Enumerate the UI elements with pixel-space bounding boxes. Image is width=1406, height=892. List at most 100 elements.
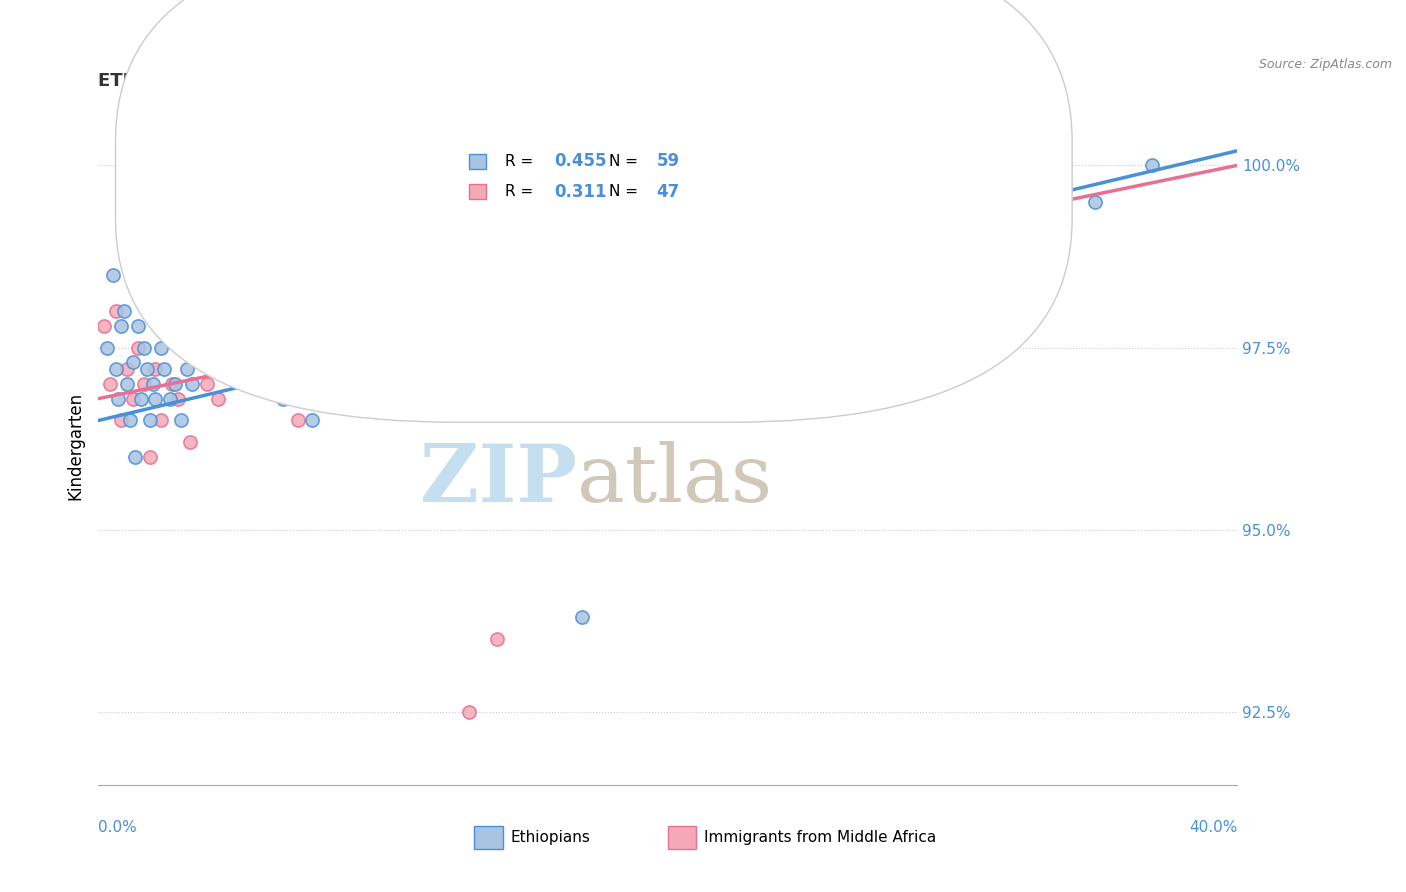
Point [224, 341, 246, 355]
Point [828, 268, 851, 282]
Point [112, 304, 135, 318]
Point [371, 341, 394, 355]
Point [124, 450, 146, 464]
Point [195, 318, 218, 333]
Point [259, 304, 281, 318]
Bar [468, 153, 486, 169]
Point [714, 268, 737, 282]
Bar [668, 826, 696, 849]
Point [571, 610, 593, 624]
Text: 0.311: 0.311 [554, 183, 606, 201]
Point [176, 362, 198, 376]
Point [486, 289, 509, 303]
Bar [474, 826, 503, 849]
Point [628, 268, 651, 282]
Point [179, 435, 201, 450]
Point [101, 268, 124, 282]
Point [141, 377, 163, 392]
Point [301, 413, 323, 427]
Point [118, 413, 141, 427]
FancyBboxPatch shape [115, 0, 1073, 422]
Point [942, 194, 965, 209]
Point [259, 318, 281, 333]
Point [571, 289, 593, 303]
Point [115, 377, 138, 392]
Point [145, 362, 167, 376]
Point [343, 341, 366, 355]
Point [159, 392, 181, 406]
Text: R =: R = [505, 153, 538, 169]
Point [657, 289, 679, 303]
Point [884, 245, 907, 260]
Point [127, 341, 149, 355]
Point [153, 362, 176, 376]
Point [515, 304, 537, 318]
Point [243, 362, 266, 376]
Point [912, 217, 935, 231]
Point [167, 392, 190, 406]
Point [799, 245, 821, 260]
Point [714, 245, 737, 260]
Point [145, 392, 167, 406]
Point [150, 341, 173, 355]
Point [401, 362, 423, 376]
Point [828, 217, 851, 231]
Text: N =: N = [609, 153, 643, 169]
Point [343, 377, 366, 392]
Point [207, 392, 229, 406]
Point [543, 318, 565, 333]
Point [195, 377, 218, 392]
Point [165, 377, 187, 392]
Text: Source: ZipAtlas.com: Source: ZipAtlas.com [1258, 58, 1392, 71]
Point [742, 289, 765, 303]
Point [187, 341, 209, 355]
Point [156, 318, 179, 333]
Text: Immigrants from Middle Africa: Immigrants from Middle Africa [704, 830, 936, 845]
Point [685, 268, 707, 282]
Point [110, 413, 132, 427]
Point [1140, 158, 1163, 172]
Point [799, 231, 821, 245]
Point [104, 304, 127, 318]
Point [170, 413, 193, 427]
Point [121, 355, 143, 369]
Point [96, 341, 118, 355]
Point [132, 377, 155, 392]
Point [457, 341, 479, 355]
Point [215, 362, 238, 376]
Point [600, 304, 623, 318]
Point [181, 377, 204, 392]
Text: 0.455: 0.455 [554, 153, 606, 170]
Point [127, 318, 149, 333]
Point [287, 362, 309, 376]
Point [98, 377, 121, 392]
Point [912, 217, 935, 231]
Point [243, 318, 266, 333]
Text: R =: R = [505, 185, 538, 199]
Point [628, 318, 651, 333]
Text: ETHIOPIAN VS IMMIGRANTS FROM MIDDLE AFRICA KINDERGARTEN CORRELATION CHART: ETHIOPIAN VS IMMIGRANTS FROM MIDDLE AFRI… [98, 72, 995, 90]
Point [770, 245, 793, 260]
Point [884, 194, 907, 209]
Point [742, 268, 765, 282]
Point [429, 304, 451, 318]
Point [110, 318, 132, 333]
Text: 40.0%: 40.0% [1189, 820, 1237, 835]
Point [150, 413, 173, 427]
Point [998, 173, 1021, 187]
Point [162, 377, 184, 392]
Point [104, 362, 127, 376]
Text: Ethiopians: Ethiopians [510, 830, 591, 845]
Point [273, 392, 295, 406]
Text: 47: 47 [657, 183, 679, 201]
Text: 0.0%: 0.0% [98, 820, 138, 835]
Point [1084, 194, 1107, 209]
Bar [468, 185, 486, 199]
Text: atlas: atlas [576, 441, 772, 519]
Point [93, 318, 115, 333]
Point [173, 341, 195, 355]
Point [132, 341, 155, 355]
Point [229, 341, 252, 355]
Point [942, 231, 965, 245]
Point [515, 318, 537, 333]
